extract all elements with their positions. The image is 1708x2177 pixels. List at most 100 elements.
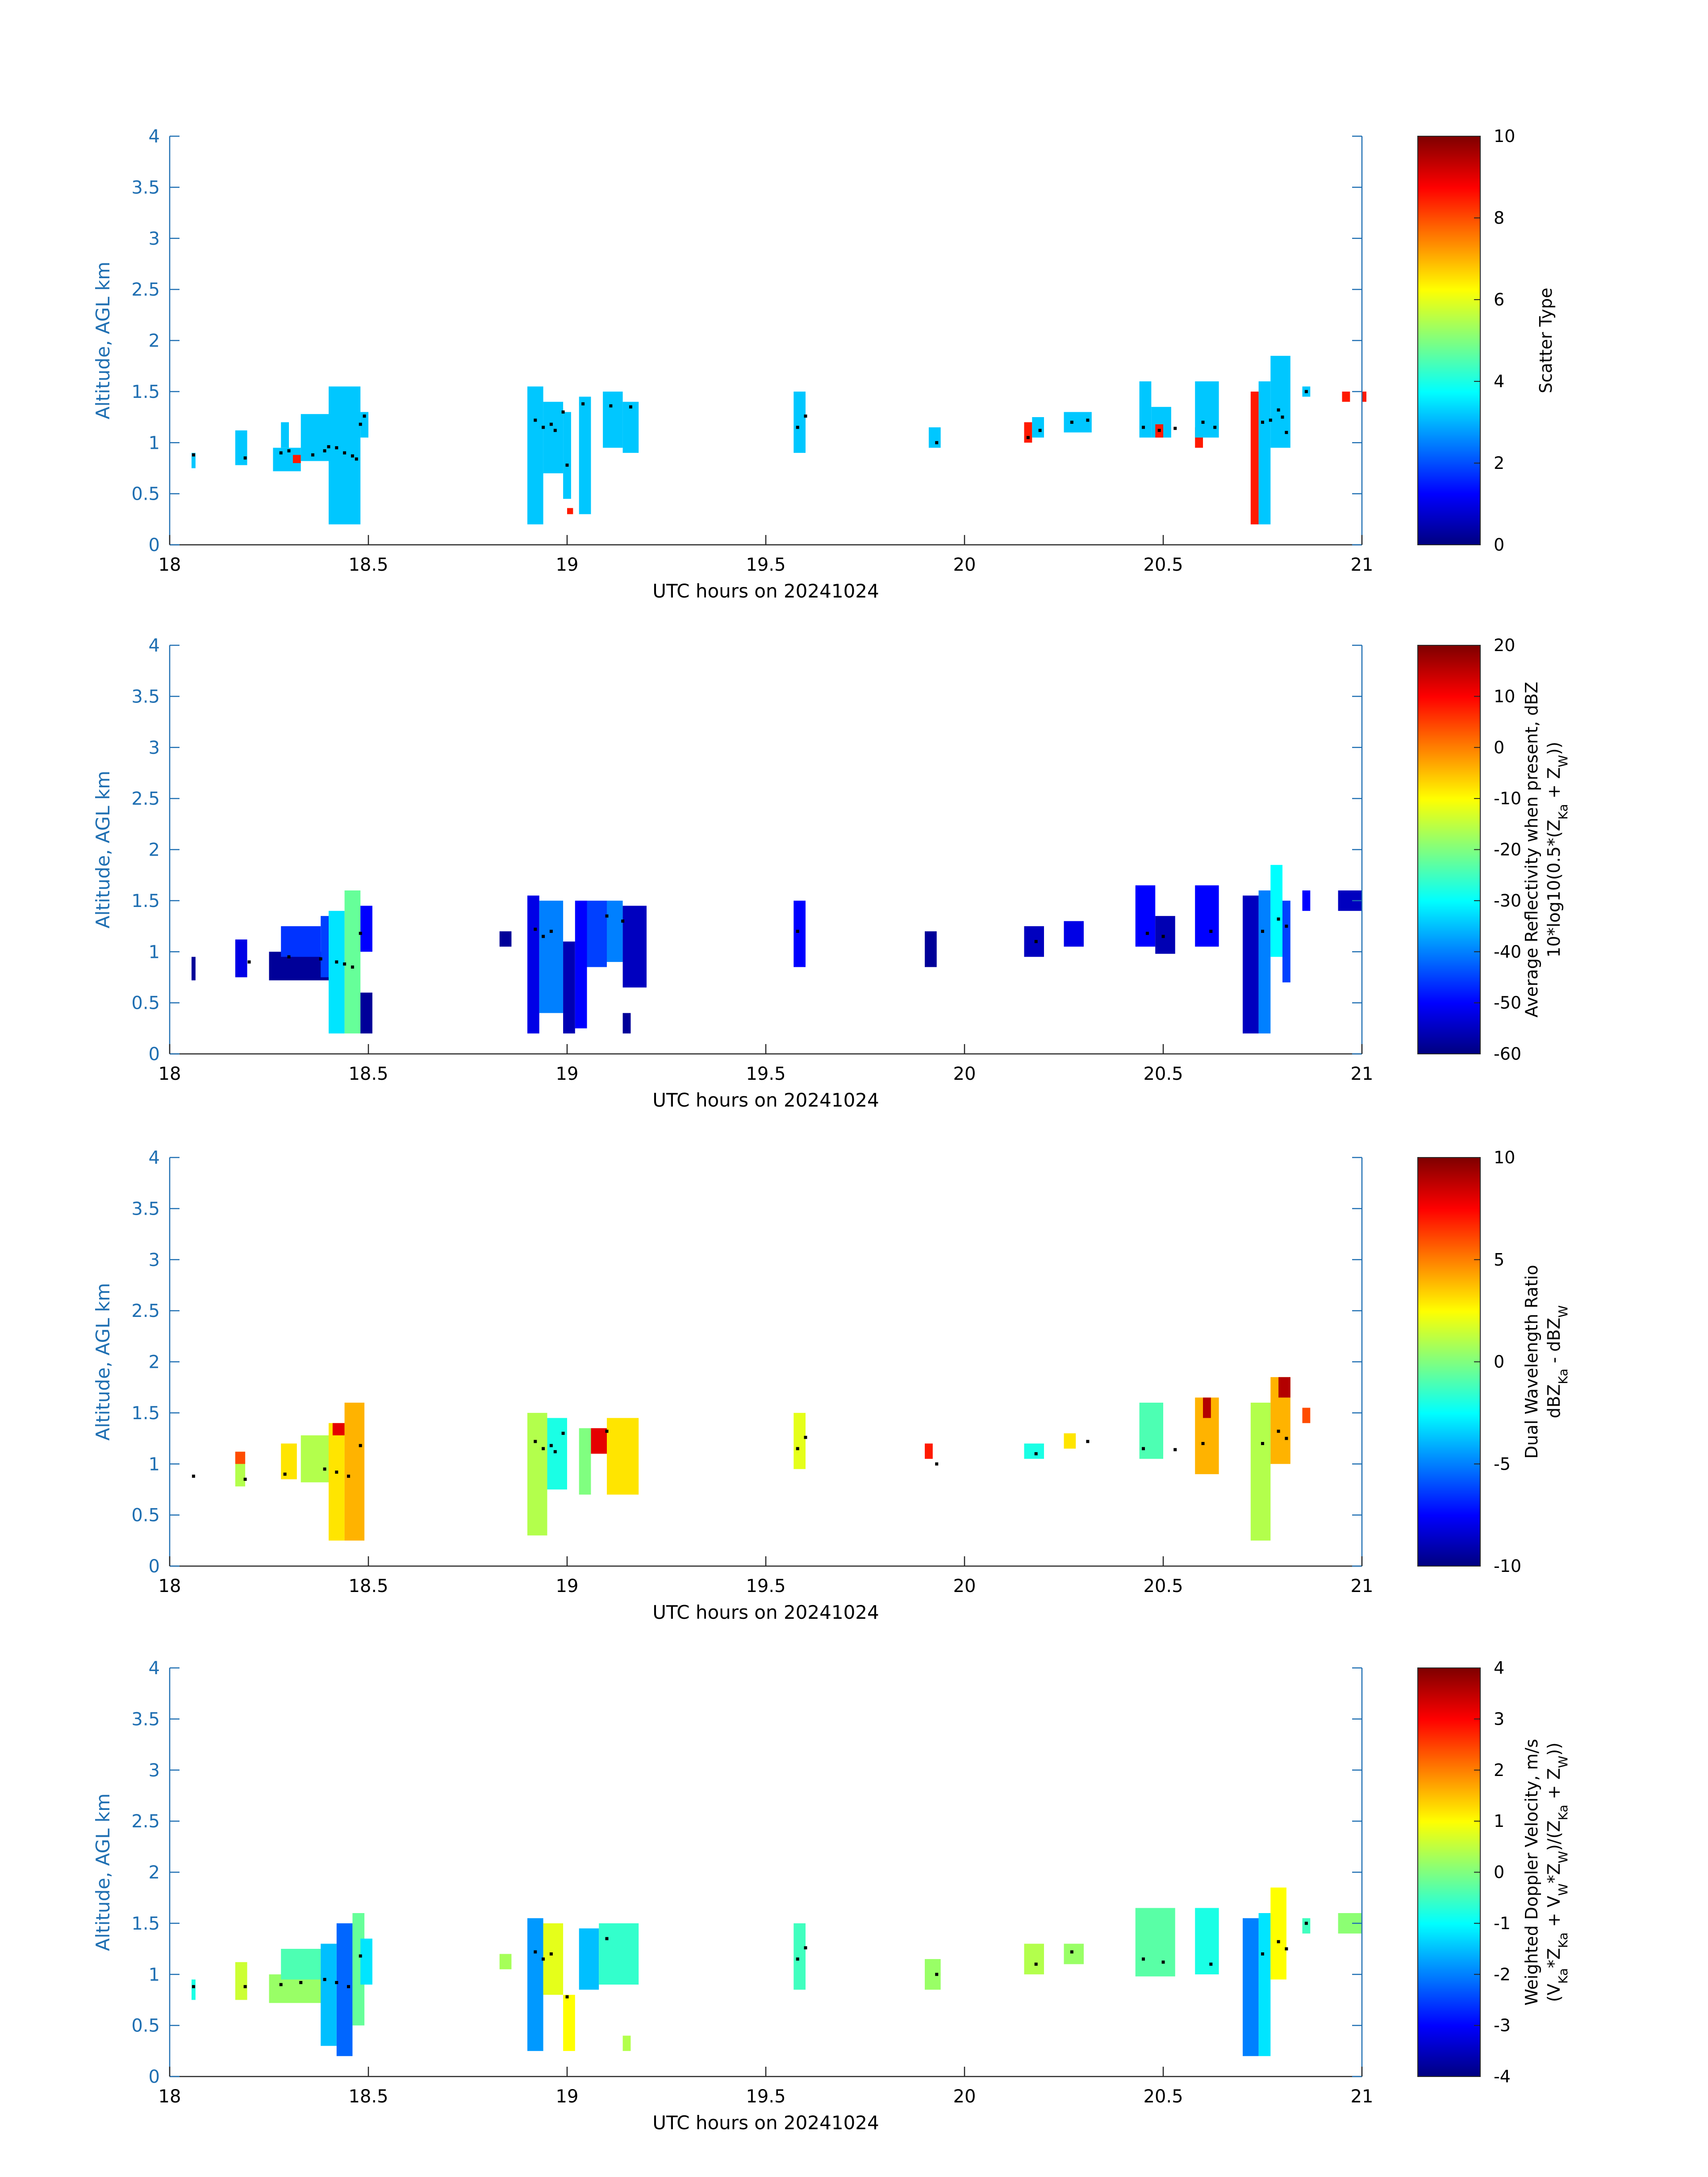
colorbar-swatch xyxy=(1418,278,1480,280)
colorbar-swatch xyxy=(1418,1443,1480,1446)
data-point xyxy=(1304,1922,1308,1925)
data-cell xyxy=(543,401,564,473)
colorbar-swatch xyxy=(1418,806,1480,809)
colorbar-swatch xyxy=(1418,1287,1480,1289)
colorbar-swatch xyxy=(1418,155,1480,158)
colorbar-swatch xyxy=(1418,374,1480,376)
y-axis-label: Altitude, AGL km xyxy=(92,1793,114,1951)
colorbar-swatch xyxy=(1418,235,1480,237)
colorbar-swatch xyxy=(1418,1279,1480,1281)
colorbar-swatch xyxy=(1418,1253,1480,1255)
colorbar-swatch xyxy=(1418,993,1480,995)
colorbar-swatch xyxy=(1418,1488,1480,1490)
colorbar-swatch xyxy=(1418,1751,1480,1753)
data-cell xyxy=(360,412,368,438)
colorbar-swatch xyxy=(1418,188,1480,191)
colorbar-swatch xyxy=(1418,1189,1480,1191)
y-tick-label: 3.5 xyxy=(131,177,160,198)
colorbar-swatch xyxy=(1418,1392,1480,1394)
colorbar-swatch xyxy=(1418,524,1480,526)
colorbar-swatch xyxy=(1418,1716,1480,1718)
colorbar-swatch xyxy=(1418,1261,1480,1263)
colorbar-swatch xyxy=(1418,1042,1480,1045)
colorbar-swatch xyxy=(1418,2008,1480,2010)
colorbar-swatch xyxy=(1418,518,1480,520)
colorbar-swatch xyxy=(1418,1770,1480,1772)
colorbar-swatch xyxy=(1418,936,1480,938)
colorbar-swatch xyxy=(1418,1484,1480,1487)
colorbar-swatch xyxy=(1418,1205,1480,1208)
colorbar-swatch xyxy=(1418,368,1480,370)
colorbar-swatch xyxy=(1418,1881,1480,1884)
colorbar-swatch xyxy=(1418,1719,1480,1721)
colorbar-swatch xyxy=(1418,157,1480,159)
colorbar-swatch xyxy=(1418,1371,1480,1374)
colorbar-swatch xyxy=(1418,923,1480,925)
colorbar-label-part: Ka xyxy=(1556,1932,1570,1948)
colorbar-tick-label: 5 xyxy=(1494,1250,1504,1270)
colorbar-swatch xyxy=(1418,238,1480,241)
colorbar-swatch xyxy=(1418,1419,1480,1421)
colorbar-swatch xyxy=(1418,1540,1480,1543)
colorbar-swatch xyxy=(1418,1203,1480,1206)
colorbar-swatch xyxy=(1418,1318,1480,1321)
colorbar-swatch xyxy=(1418,1671,1480,1673)
colorbar-label-part: dBZ xyxy=(1544,1384,1564,1418)
colorbar-swatch xyxy=(1418,1195,1480,1198)
colorbar-swatch xyxy=(1418,192,1480,194)
colorbar-swatch xyxy=(1418,273,1480,276)
data-points xyxy=(192,1922,1308,1999)
colorbar-swatch xyxy=(1418,1989,1480,1991)
colorbar-swatch xyxy=(1418,1492,1480,1495)
colorbar-swatch xyxy=(1418,414,1480,416)
colorbar-swatch xyxy=(1418,1738,1480,1740)
data-cell xyxy=(191,453,196,468)
data-point xyxy=(1277,917,1280,921)
y-tick-label: 0.5 xyxy=(131,484,160,505)
colorbar-swatch xyxy=(1418,431,1480,434)
colorbar-swatch xyxy=(1418,351,1480,354)
colorbar-swatch xyxy=(1418,1468,1480,1471)
colorbar-tick-label: 0 xyxy=(1494,738,1504,757)
colorbar-swatch xyxy=(1418,1990,1480,1993)
colorbar-swatch xyxy=(1418,1406,1480,1408)
data-point xyxy=(1209,930,1213,933)
colorbar-swatch xyxy=(1418,2028,1480,2031)
colorbar-swatch xyxy=(1418,257,1480,260)
data-point xyxy=(1261,421,1264,424)
colorbar-swatch xyxy=(1418,2039,1480,2042)
data-point xyxy=(1145,932,1149,935)
colorbar-swatch xyxy=(1418,886,1480,889)
colorbar-swatch xyxy=(1418,532,1480,534)
x-axis-label: UTC hours on 20241024 xyxy=(652,580,879,602)
colorbar-swatch xyxy=(1418,182,1480,185)
colorbar-swatch xyxy=(1418,138,1480,140)
data-point xyxy=(542,935,545,938)
colorbar-swatch xyxy=(1418,838,1480,840)
colorbar-swatch xyxy=(1418,1244,1480,1246)
colorbar-swatch xyxy=(1418,1808,1480,1810)
y-tick-label: 2 xyxy=(149,1863,160,1883)
data-point xyxy=(561,410,565,414)
colorbar-swatch xyxy=(1418,1886,1480,1889)
colorbar-swatch xyxy=(1418,1500,1480,1503)
colorbar-swatch xyxy=(1418,844,1480,847)
colorbar-swatch xyxy=(1418,294,1480,297)
data-cell xyxy=(1250,1403,1271,1541)
colorbar-tick-label: -30 xyxy=(1494,891,1521,911)
colorbar-swatch xyxy=(1418,1030,1480,1032)
colorbar-swatch xyxy=(1418,1791,1480,1793)
data-cell xyxy=(360,906,372,952)
colorbar-swatch xyxy=(1418,983,1480,986)
colorbar-swatch xyxy=(1418,173,1480,175)
colorbar-swatch xyxy=(1418,1518,1480,1521)
data-cell xyxy=(1024,1943,1044,1975)
data-point xyxy=(1026,436,1030,439)
colorbar-swatch xyxy=(1418,248,1480,250)
colorbar-swatch xyxy=(1418,1897,1480,1900)
data-cell xyxy=(1258,1913,1271,2056)
data-point xyxy=(335,960,338,964)
colorbar-swatch xyxy=(1418,438,1480,440)
colorbar-swatch xyxy=(1418,2054,1480,2056)
colorbar-swatch xyxy=(1418,2006,1480,2009)
